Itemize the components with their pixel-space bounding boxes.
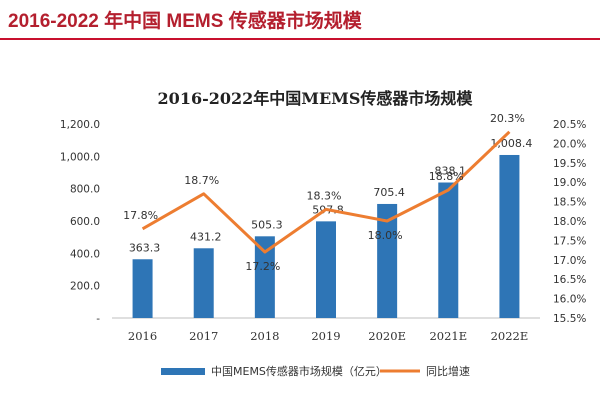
right-tick-label: 17.0% bbox=[553, 255, 586, 267]
growth-line bbox=[141, 130, 511, 254]
growth-value-labels: 17.8% 18.7% 17.2% 18.3% 18.0% 18.8% 20.3% bbox=[123, 112, 525, 273]
bar-value-label: 838.1 bbox=[435, 165, 467, 178]
x-tick-label: 2020E bbox=[368, 329, 406, 343]
bar-value-label: 505.3 bbox=[251, 218, 283, 231]
right-tick-label: 20.0% bbox=[553, 138, 586, 150]
x-tick-label: 2017 bbox=[189, 329, 218, 343]
growth-value-label: 18.7% bbox=[184, 174, 219, 187]
x-tick-label: 2016 bbox=[128, 329, 157, 343]
x-tick-label: 2019 bbox=[311, 329, 340, 343]
left-tick-label: 1,200.0 bbox=[60, 119, 100, 131]
x-tick-label: 2018 bbox=[250, 329, 279, 343]
left-tick-label: 200.0 bbox=[70, 281, 100, 293]
growth-value-label: 18.3% bbox=[307, 189, 342, 202]
growth-value-label: 17.2% bbox=[245, 260, 280, 273]
title-divider bbox=[0, 38, 600, 40]
left-axis: - 200.0 400.0 600.0 800.0 1,000.0 1,200.0 bbox=[60, 119, 100, 325]
legend-line-label: 同比增速 bbox=[426, 364, 470, 378]
bar-value-label: 431.2 bbox=[190, 230, 222, 243]
right-tick-label: 19.5% bbox=[553, 158, 586, 170]
right-tick-label: 17.5% bbox=[553, 235, 586, 247]
legend-bar-label: 中国MEMS传感器市场规模（亿元） bbox=[211, 364, 387, 378]
right-tick-label: 19.0% bbox=[553, 177, 586, 189]
bar bbox=[377, 203, 398, 318]
growth-value-label: 18.0% bbox=[368, 229, 403, 242]
bar bbox=[193, 248, 214, 318]
right-tick-label: 16.5% bbox=[553, 274, 586, 286]
growth-line-series bbox=[141, 130, 511, 254]
left-tick-label: 400.0 bbox=[70, 248, 100, 260]
right-tick-label: 18.0% bbox=[553, 216, 586, 228]
left-tick-label: 800.0 bbox=[70, 184, 100, 196]
right-tick-label: 16.0% bbox=[553, 294, 586, 306]
left-tick-label: 600.0 bbox=[70, 216, 100, 228]
bar bbox=[254, 236, 275, 318]
right-tick-label: 20.5% bbox=[553, 119, 586, 131]
growth-value-label: 20.3% bbox=[490, 112, 525, 125]
bar bbox=[499, 154, 520, 318]
bar-value-label: 705.4 bbox=[373, 186, 405, 199]
chart-title: 2016-2022年中国MEMS传感器市场规模 bbox=[158, 89, 474, 108]
bar-series bbox=[132, 154, 520, 318]
bar bbox=[132, 259, 153, 318]
right-tick-label: 18.5% bbox=[553, 197, 586, 209]
growth-value-label: 18.8% bbox=[429, 170, 464, 183]
bar bbox=[316, 221, 336, 318]
x-tick-label: 2021E bbox=[429, 329, 467, 343]
growth-value-label: 17.8% bbox=[123, 209, 158, 222]
legend-bar-swatch bbox=[161, 368, 205, 375]
x-tick-label: 2022E bbox=[491, 329, 529, 343]
x-axis: 2016 2017 2018 2019 2020E 2021E 2022E bbox=[128, 329, 528, 343]
right-tick-label: 15.5% bbox=[553, 313, 586, 325]
bar bbox=[438, 182, 459, 318]
slide-title: 2016-2022 年中国 MEMS 传感器市场规模 bbox=[8, 11, 362, 32]
bar-value-label: 363.3 bbox=[129, 241, 161, 254]
right-axis: 15.5% 16.0% 16.5% 17.0% 17.5% 18.0% 18.5% 19.0%… bbox=[553, 119, 586, 325]
left-tick-label: - bbox=[96, 313, 100, 325]
left-tick-label: 1,000.0 bbox=[60, 151, 100, 163]
legend: 中国MEMS传感器市场规模（亿元） 同比增速 bbox=[161, 364, 470, 378]
